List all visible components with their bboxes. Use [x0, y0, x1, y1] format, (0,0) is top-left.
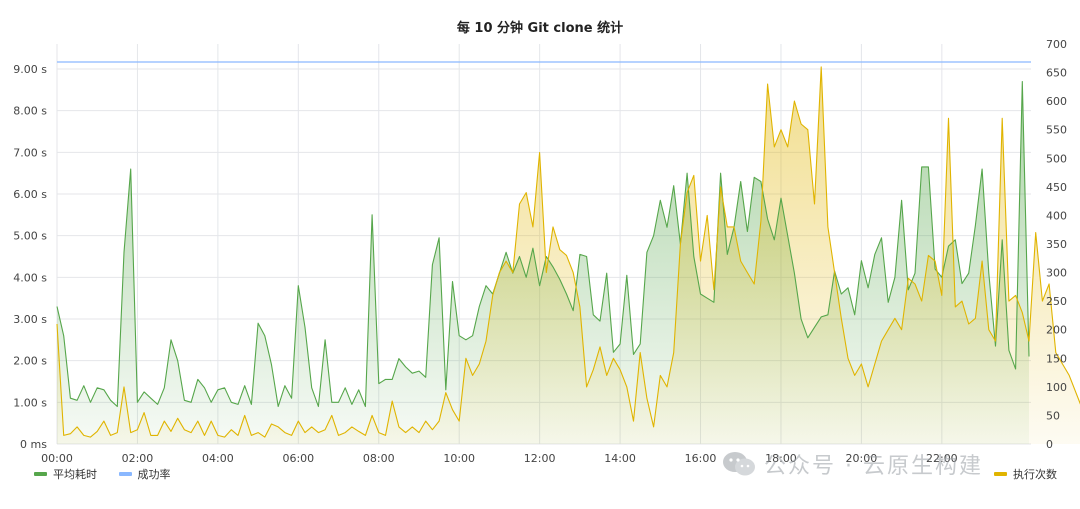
left-tick-label: 1.00 s — [13, 396, 47, 409]
legend-item-success-rate[interactable]: 成功率 — [118, 466, 171, 482]
left-tick-label: 8.00 s — [13, 105, 47, 118]
right-tick-label: 150 — [1046, 352, 1067, 365]
x-tick-label: 00:00 — [41, 452, 73, 465]
legend-swatch-success-rate — [118, 472, 132, 476]
right-tick-label: 500 — [1046, 152, 1067, 165]
series-line-exec-count — [56, 66, 1080, 438]
right-tick-label: 650 — [1046, 67, 1067, 80]
left-tick-label: 3.00 s — [13, 313, 47, 326]
left-tick-label: 5.00 s — [13, 230, 47, 243]
watermark-text: 公众号 · 云原生构建 — [764, 454, 983, 479]
x-tick-label: 22:00 — [926, 452, 958, 465]
x-tick-label: 14:00 — [604, 452, 636, 465]
right-tick-label: 250 — [1046, 295, 1067, 308]
left-tick-label: 6.00 s — [13, 188, 47, 201]
right-tick-label: 300 — [1046, 267, 1067, 280]
right-tick-label: 550 — [1046, 124, 1067, 137]
wechat-icon — [723, 452, 755, 476]
right-tick-label: 200 — [1046, 324, 1067, 337]
x-tick-label: 10:00 — [443, 452, 475, 465]
x-tick-label: 12:00 — [524, 452, 556, 465]
right-tick-label: 400 — [1046, 209, 1067, 222]
left-tick-label: 9.00 s — [13, 63, 47, 76]
right-tick-label: 50 — [1046, 409, 1060, 422]
right-tick-label: 100 — [1046, 381, 1067, 394]
legend-label-avg-duration: 平均耗时 — [53, 468, 97, 481]
legend-item-exec-count[interactable]: 执行次数 — [994, 466, 1057, 482]
x-tick-label: 20:00 — [846, 452, 878, 465]
left-tick-label: 4.00 s — [13, 271, 47, 284]
legend-item-avg-duration[interactable]: 平均耗时 — [34, 466, 97, 482]
x-tick-label: 04:00 — [202, 452, 234, 465]
legend: 平均耗时 成功率 — [34, 466, 189, 482]
right-tick-label: 450 — [1046, 181, 1067, 194]
x-tick-label: 18:00 — [765, 452, 797, 465]
x-tick-label: 06:00 — [282, 452, 314, 465]
x-tick-label: 16:00 — [685, 452, 717, 465]
watermark: 公众号 · 云原生构建 — [722, 448, 983, 480]
chart-title: 每 10 分钟 Git clone 统计 — [456, 21, 624, 36]
x-tick-label: 08:00 — [363, 452, 395, 465]
legend-swatch-exec-count — [994, 472, 1007, 476]
left-tick-label: 0 ms — [20, 438, 47, 451]
legend-label-success-rate: 成功率 — [137, 468, 171, 481]
left-tick-label: 7.00 s — [13, 146, 47, 159]
x-tick-label: 02:00 — [122, 452, 154, 465]
right-tick-label: 0 — [1046, 438, 1053, 451]
right-tick-label: 600 — [1046, 95, 1067, 108]
series-area-exec-count — [57, 66, 1080, 444]
right-tick-label: 700 — [1046, 38, 1067, 51]
series-line-avg-duration — [56, 80, 1030, 408]
legend-label-exec-count: 执行次数 — [1013, 468, 1057, 481]
right-tick-label: 350 — [1046, 238, 1067, 251]
left-tick-label: 2.00 s — [13, 355, 47, 368]
legend-swatch-avg-duration — [34, 472, 47, 476]
legend-right: 执行次数 — [994, 466, 1075, 482]
